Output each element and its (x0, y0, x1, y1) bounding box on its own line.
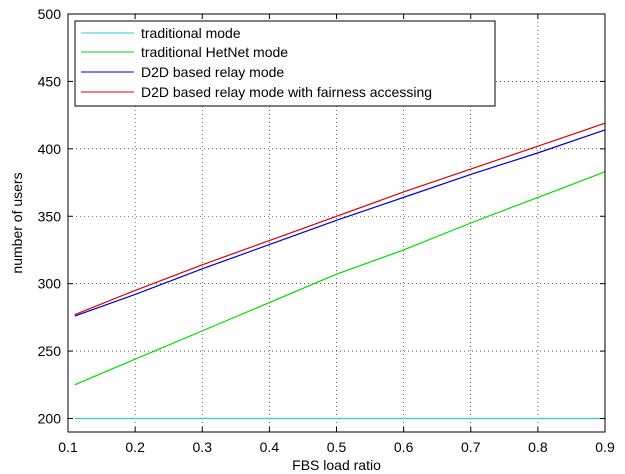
y-tick-label: 400 (38, 141, 62, 157)
x-tick-label: 0.2 (125, 439, 145, 455)
x-tick-label: 0.7 (461, 439, 481, 455)
legend-box (74, 20, 496, 107)
x-tick-label: 0.4 (260, 439, 280, 455)
tick-labels: 0.1 0.2 0.3 0.4 0.5 0.6 0.7 0.8 0.9 200 250 300 350 4… (38, 6, 615, 455)
y-tick-label: 450 (38, 73, 62, 89)
x-tick-label: 0.5 (327, 439, 347, 455)
legend-label-traditional-hetnet-mode: traditional HetNet mode (141, 44, 288, 60)
axis-ticks (67, 13, 606, 432)
x-tick-label: 0.1 (58, 439, 78, 455)
x-tick-label: 0.6 (394, 439, 414, 455)
series-lines (74, 122, 606, 420)
x-tick-label: 0.8 (528, 439, 548, 455)
y-tick-label: 500 (38, 6, 62, 22)
series-line-2 (74, 171, 606, 386)
y-tick-label: 250 (38, 343, 62, 359)
series-line-3 (74, 129, 606, 317)
x-tick-label: 0.9 (595, 439, 615, 455)
legend: traditional mode traditional HetNet mode… (74, 20, 496, 107)
x-tick-label: 0.3 (193, 439, 213, 455)
legend-label-traditional-mode: traditional mode (141, 25, 241, 41)
x-axis-label: FBS load ratio (292, 457, 381, 473)
y-tick-label: 350 (38, 208, 62, 224)
legend-label-d2d-relay-fairness-mode: D2D based relay mode with fairness acces… (141, 84, 432, 100)
series-line-4 (74, 122, 606, 316)
y-tick-label: 300 (38, 276, 62, 292)
y-tick-label: 200 (38, 411, 62, 427)
y-axis-label: number of users (9, 172, 25, 273)
legend-label-d2d-relay-mode: D2D based relay mode (141, 64, 284, 80)
